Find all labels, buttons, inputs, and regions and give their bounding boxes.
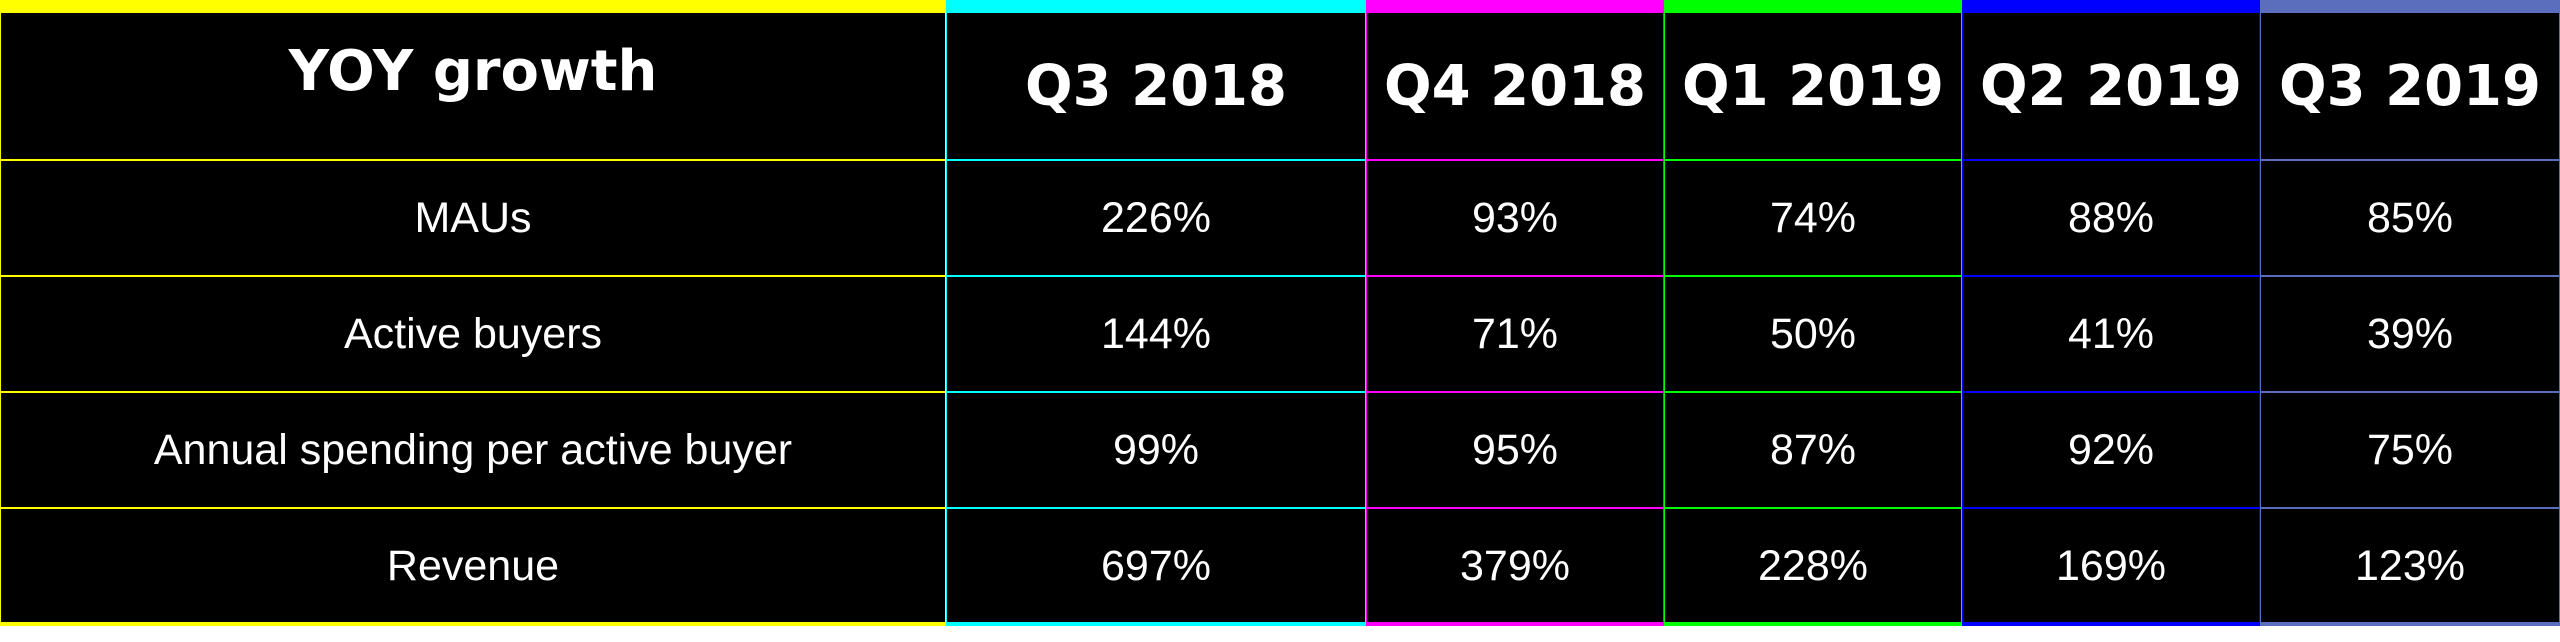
table-cell: 123%: [2260, 508, 2560, 624]
column-bottom-edge: [0, 622, 946, 626]
table-cell: 697%: [946, 508, 1366, 624]
table-cell: 88%: [1962, 160, 2260, 276]
column-header: Q3 2019: [2260, 12, 2560, 160]
table-cell: 144%: [946, 276, 1366, 392]
column-header: Q2 2019: [1962, 12, 2260, 160]
table-cell: 85%: [2260, 160, 2560, 276]
column-color-bar: [2260, 0, 2560, 12]
column-header: Q3 2018: [946, 12, 1366, 160]
row-label: Annual spending per active buyer: [0, 392, 946, 508]
table-cell: 95%: [1366, 392, 1664, 508]
column-color-bar: [1664, 0, 1962, 12]
column-color-bar: [1962, 0, 2260, 12]
row-label: Revenue: [0, 508, 946, 624]
table-cell: 75%: [2260, 392, 2560, 508]
row-label: MAUs: [0, 160, 946, 276]
table-corner-header: YOY growth: [0, 12, 946, 160]
table-cell: 169%: [1962, 508, 2260, 624]
table-cell: 228%: [1664, 508, 1962, 624]
table-cell: 87%: [1664, 392, 1962, 508]
growth-table: YOY growth Q3 2018 Q4 2018 Q1 2019 Q2 2019 Q3…: [0, 0, 2560, 626]
table-cell: 226%: [946, 160, 1366, 276]
table-cell: 99%: [946, 392, 1366, 508]
column-bottom-edge: [2260, 622, 2560, 626]
column-color-bar: [0, 0, 946, 12]
column-bottom-edge: [1366, 622, 1664, 626]
table-cell: 74%: [1664, 160, 1962, 276]
table-cell: 379%: [1366, 508, 1664, 624]
table-cell: 92%: [1962, 392, 2260, 508]
column-color-bar: [946, 0, 1366, 12]
column-bottom-edge: [946, 622, 1366, 626]
column-header: Q4 2018: [1366, 12, 1664, 160]
column-bottom-edge: [1962, 622, 2260, 626]
table-cell: 39%: [2260, 276, 2560, 392]
column-color-bar: [1366, 0, 1664, 12]
row-label: Active buyers: [0, 276, 946, 392]
column-bottom-edge: [1664, 622, 1962, 626]
column-header: Q1 2019: [1664, 12, 1962, 160]
table-cell: 50%: [1664, 276, 1962, 392]
table-cell: 71%: [1366, 276, 1664, 392]
table-cell: 93%: [1366, 160, 1664, 276]
table-cell: 41%: [1962, 276, 2260, 392]
